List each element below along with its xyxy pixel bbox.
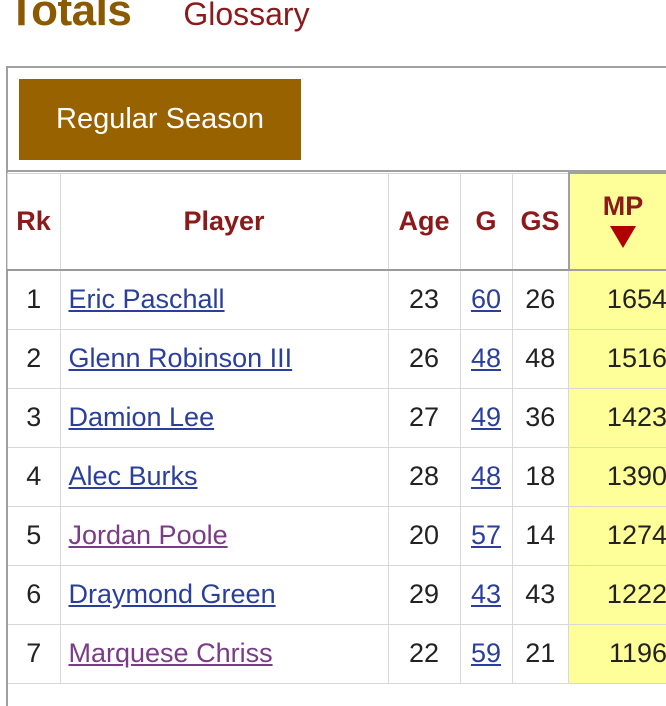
stats-table-container: Regular Season Rk Player Age G GS MP 1 Er… xyxy=(6,66,666,706)
rank-cell: 1 xyxy=(7,270,60,330)
rank-cell: 6 xyxy=(7,565,60,624)
totals-table: Rk Player Age G GS MP 1 Eric Paschall 23 60… xyxy=(6,172,666,684)
regular-season-button[interactable]: Regular Season xyxy=(19,79,301,160)
games-cell: 49 xyxy=(460,388,512,447)
filter-bar: Regular Season xyxy=(8,68,666,172)
player-link[interactable]: Glenn Robinson III xyxy=(69,343,293,373)
player-link[interactable]: Damion Lee xyxy=(69,402,215,432)
games-link[interactable]: 59 xyxy=(471,638,501,668)
section-header: Totals Glossary xyxy=(8,0,310,48)
games-link[interactable]: 49 xyxy=(471,402,501,432)
sort-descending-icon xyxy=(610,226,636,248)
games-link[interactable]: 60 xyxy=(471,284,501,314)
player-cell: Eric Paschall xyxy=(60,270,388,330)
age-cell: 26 xyxy=(388,329,460,388)
column-header-mp-label: MP xyxy=(570,191,666,222)
player-link[interactable]: Jordan Poole xyxy=(69,520,228,550)
age-cell: 29 xyxy=(388,565,460,624)
column-header-mp[interactable]: MP xyxy=(569,173,666,270)
section-title: Totals xyxy=(8,0,131,36)
column-header-rk[interactable]: Rk xyxy=(7,173,60,270)
player-cell: Jordan Poole xyxy=(60,506,388,565)
player-link[interactable]: Eric Paschall xyxy=(69,284,225,314)
games-started-cell: 21 xyxy=(512,624,569,683)
rank-cell: 5 xyxy=(7,506,60,565)
games-started-cell: 14 xyxy=(512,506,569,565)
age-cell: 27 xyxy=(388,388,460,447)
minutes-played-cell: 1516 xyxy=(569,329,666,388)
minutes-played-cell: 1222 xyxy=(569,565,666,624)
games-link[interactable]: 48 xyxy=(471,343,501,373)
player-link[interactable]: Draymond Green xyxy=(69,579,276,609)
column-header-player[interactable]: Player xyxy=(60,173,388,270)
games-cell: 60 xyxy=(460,270,512,330)
minutes-played-cell: 1654 xyxy=(569,270,666,330)
rank-cell: 7 xyxy=(7,624,60,683)
games-link[interactable]: 57 xyxy=(471,520,501,550)
games-started-cell: 43 xyxy=(512,565,569,624)
player-cell: Marquese Chriss xyxy=(60,624,388,683)
games-started-cell: 26 xyxy=(512,270,569,330)
rank-cell: 3 xyxy=(7,388,60,447)
games-started-cell: 48 xyxy=(512,329,569,388)
games-cell: 48 xyxy=(460,329,512,388)
table-header-row: Rk Player Age G GS MP xyxy=(7,173,666,270)
player-link[interactable]: Marquese Chriss xyxy=(69,638,273,668)
games-link[interactable]: 43 xyxy=(471,579,501,609)
age-cell: 22 xyxy=(388,624,460,683)
rank-cell: 2 xyxy=(7,329,60,388)
player-cell: Glenn Robinson III xyxy=(60,329,388,388)
rank-cell: 4 xyxy=(7,447,60,506)
glossary-link[interactable]: Glossary xyxy=(183,0,309,33)
games-cell: 59 xyxy=(460,624,512,683)
column-header-gs[interactable]: GS xyxy=(512,173,569,270)
column-header-g[interactable]: G xyxy=(460,173,512,270)
games-cell: 43 xyxy=(460,565,512,624)
age-cell: 20 xyxy=(388,506,460,565)
minutes-played-cell: 1196 xyxy=(569,624,666,683)
games-cell: 57 xyxy=(460,506,512,565)
column-header-age[interactable]: Age xyxy=(388,173,460,270)
age-cell: 23 xyxy=(388,270,460,330)
age-cell: 28 xyxy=(388,447,460,506)
player-cell: Alec Burks xyxy=(60,447,388,506)
games-link[interactable]: 48 xyxy=(471,461,501,491)
player-cell: Damion Lee xyxy=(60,388,388,447)
games-started-cell: 36 xyxy=(512,388,569,447)
minutes-played-cell: 1423 xyxy=(569,388,666,447)
games-started-cell: 18 xyxy=(512,447,569,506)
minutes-played-cell: 1274 xyxy=(569,506,666,565)
player-cell: Draymond Green xyxy=(60,565,388,624)
player-link[interactable]: Alec Burks xyxy=(69,461,198,491)
minutes-played-cell: 1390 xyxy=(569,447,666,506)
games-cell: 48 xyxy=(460,447,512,506)
